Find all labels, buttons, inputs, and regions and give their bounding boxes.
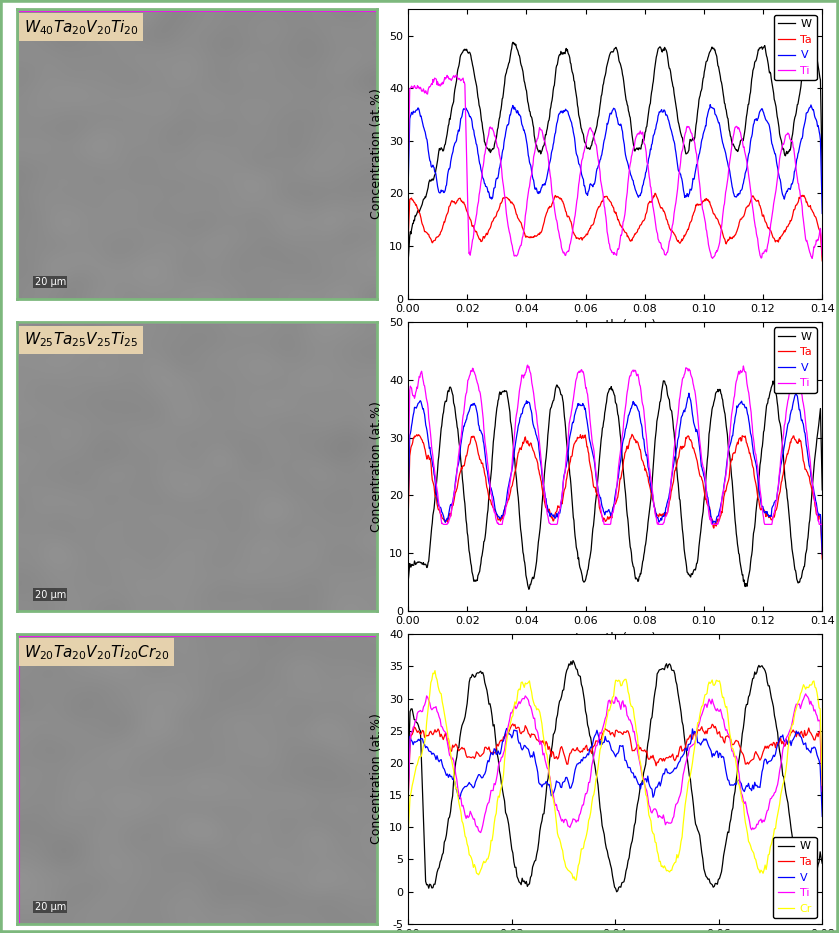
Text: $W_{25}Ta_{25}V_{25}Ti_{25}$: $W_{25}Ta_{25}V_{25}Ti_{25}$ [24,330,138,349]
Legend: W, Ta, V, Ti, Cr: W, Ta, V, Ti, Cr [774,837,816,918]
X-axis label: Length (mm): Length (mm) [575,632,655,645]
Text: 20 µm: 20 µm [34,277,66,287]
Legend: W, Ta, V, Ti: W, Ta, V, Ti [774,327,816,393]
X-axis label: Length (mm): Length (mm) [575,319,655,332]
Y-axis label: Concentration (at.%): Concentration (at.%) [371,89,383,219]
Y-axis label: Concentration (at.%): Concentration (at.%) [371,401,383,532]
Text: $W_{40}Ta_{20}V_{20}Ti_{20}$: $W_{40}Ta_{20}V_{20}Ti_{20}$ [24,18,138,36]
Text: 20 µm: 20 µm [34,902,66,912]
Text: $W_{20}Ta_{20}V_{20}Ti_{20}Cr_{20}$: $W_{20}Ta_{20}V_{20}Ti_{20}Cr_{20}$ [24,643,169,661]
Y-axis label: Concentration (at.%): Concentration (at.%) [371,714,383,844]
Text: 20 µm: 20 µm [34,590,66,600]
Legend: W, Ta, V, Ti: W, Ta, V, Ti [774,15,816,80]
